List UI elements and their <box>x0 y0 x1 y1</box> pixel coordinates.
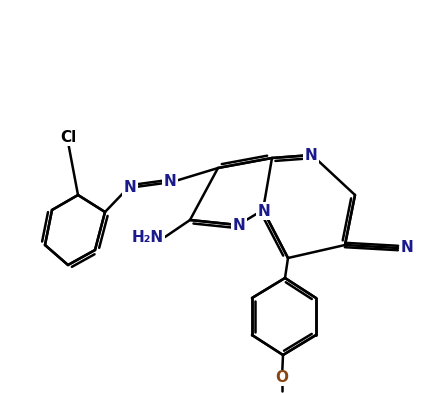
Text: N: N <box>257 204 271 219</box>
Text: H₂N: H₂N <box>132 230 164 244</box>
Text: O: O <box>276 371 289 386</box>
Text: Cl: Cl <box>60 130 76 145</box>
Text: N: N <box>401 241 414 255</box>
Text: N: N <box>305 147 317 162</box>
Text: N: N <box>233 217 245 233</box>
Text: N: N <box>124 180 136 195</box>
Text: N: N <box>164 173 176 189</box>
